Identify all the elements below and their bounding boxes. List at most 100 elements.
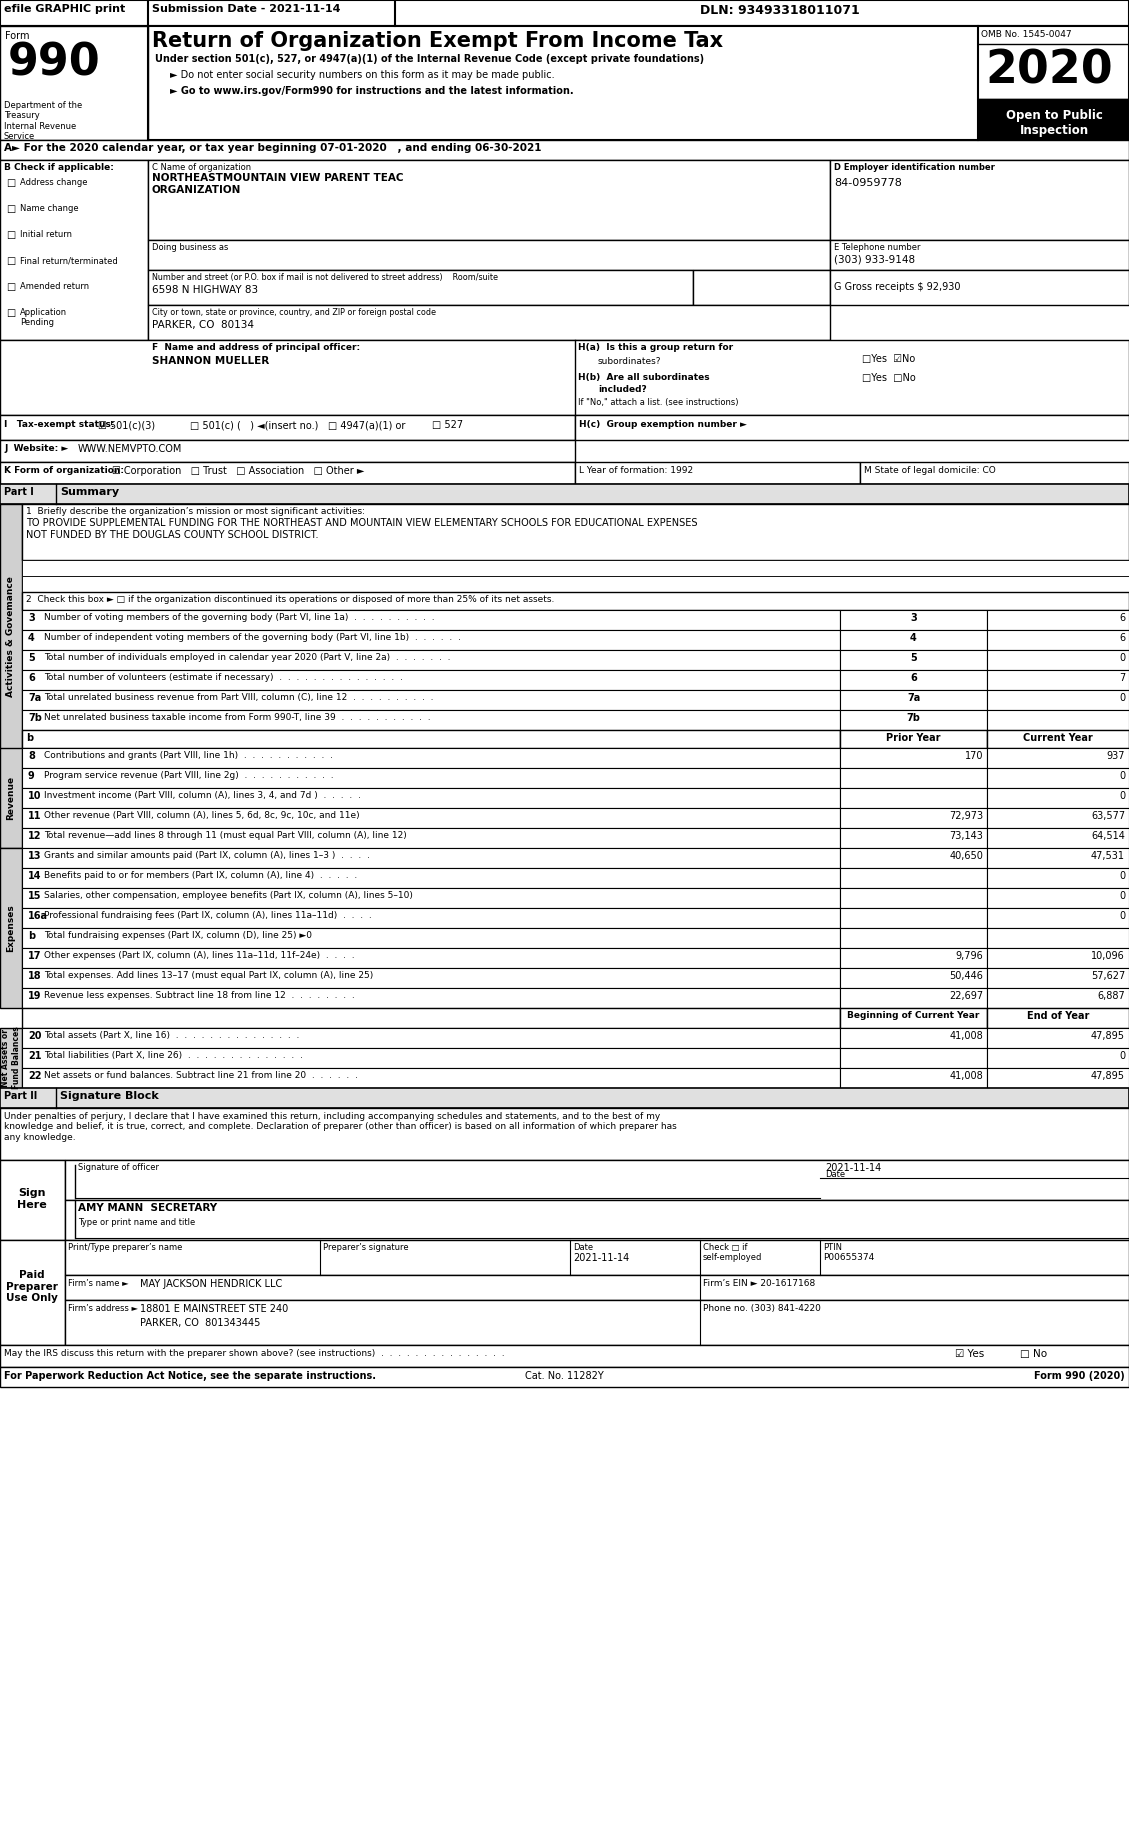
Bar — [987, 848, 1129, 868]
Text: 3: 3 — [28, 614, 35, 623]
Text: 2  Check this box ► □ if the organization discontinued its operations or dispose: 2 Check this box ► □ if the organization… — [26, 596, 554, 605]
Bar — [840, 828, 987, 848]
Bar — [840, 767, 987, 787]
Text: Doing business as: Doing business as — [152, 243, 228, 252]
Bar — [575, 415, 1129, 440]
Bar — [693, 270, 830, 305]
Bar — [978, 99, 1129, 141]
Text: Date: Date — [825, 1169, 846, 1178]
Text: City or town, state or province, country, and ZIP or foreign postal code: City or town, state or province, country… — [152, 309, 436, 318]
Text: 50,446: 50,446 — [949, 970, 983, 981]
Bar — [148, 270, 693, 305]
Bar — [987, 1009, 1129, 1029]
Bar — [987, 630, 1129, 650]
Bar — [0, 1345, 1129, 1367]
Bar — [840, 888, 987, 908]
Bar — [21, 948, 840, 968]
Bar — [987, 610, 1129, 630]
Text: 0: 0 — [1119, 892, 1124, 901]
Text: 18: 18 — [28, 970, 42, 981]
Bar — [0, 1029, 21, 1089]
Bar — [21, 650, 840, 671]
Text: I   Tax-exempt status:: I Tax-exempt status: — [5, 420, 114, 429]
Bar — [840, 731, 987, 747]
Text: Date: Date — [574, 1242, 593, 1251]
Text: 47,895: 47,895 — [1091, 1071, 1124, 1082]
Bar — [987, 747, 1129, 767]
Text: 6598 N HIGHWAY 83: 6598 N HIGHWAY 83 — [152, 285, 259, 294]
Text: ☑ Corporation   □ Trust   □ Association   □ Other ►: ☑ Corporation □ Trust □ Association □ Ot… — [112, 466, 365, 477]
Text: 10: 10 — [28, 791, 42, 800]
Text: 5: 5 — [910, 652, 917, 663]
Text: Return of Organization Exempt From Income Tax: Return of Organization Exempt From Incom… — [152, 31, 724, 51]
Bar — [840, 1069, 987, 1089]
Text: WWW.NEMVPTO.COM: WWW.NEMVPTO.COM — [78, 444, 183, 453]
Bar — [21, 731, 840, 747]
Bar — [987, 808, 1129, 828]
Text: 41,008: 41,008 — [949, 1071, 983, 1082]
Text: 14: 14 — [28, 871, 42, 881]
Text: 47,895: 47,895 — [1091, 1030, 1124, 1041]
Text: 12: 12 — [28, 831, 42, 840]
Bar — [840, 630, 987, 650]
Text: Activities & Govemance: Activities & Govemance — [7, 577, 16, 698]
Bar — [0, 26, 148, 141]
Text: Firm’s address ►: Firm’s address ► — [68, 1304, 138, 1314]
Text: H(c)  Group exemption number ►: H(c) Group exemption number ► — [579, 420, 747, 429]
Bar — [840, 650, 987, 671]
Text: May the IRS discuss this return with the preparer shown above? (see instructions: May the IRS discuss this return with the… — [5, 1348, 505, 1357]
Bar — [840, 988, 987, 1009]
Text: Firm’s EIN ► 20-1617168: Firm’s EIN ► 20-1617168 — [703, 1279, 815, 1288]
Text: AMY MANN  SECRETARY: AMY MANN SECRETARY — [78, 1202, 217, 1213]
Text: If "No," attach a list. (see instructions): If "No," attach a list. (see instruction… — [578, 398, 738, 407]
Bar — [21, 671, 840, 691]
Bar — [987, 767, 1129, 787]
Text: Paid
Preparer
Use Only: Paid Preparer Use Only — [6, 1270, 58, 1303]
Text: 73,143: 73,143 — [949, 831, 983, 840]
Bar — [21, 928, 840, 948]
Text: K Form of organization:: K Form of organization: — [5, 466, 124, 475]
Text: 0: 0 — [1119, 871, 1124, 881]
Bar — [987, 988, 1129, 1009]
Text: Number of independent voting members of the governing body (Part VI, line 1b)  .: Number of independent voting members of … — [44, 632, 461, 641]
Bar — [840, 787, 987, 808]
Text: 7b: 7b — [907, 713, 920, 723]
Text: End of Year: End of Year — [1026, 1010, 1089, 1021]
Bar — [987, 928, 1129, 948]
Bar — [21, 828, 840, 848]
Text: 8: 8 — [28, 751, 35, 762]
Text: Total revenue—add lines 8 through 11 (must equal Part VIII, column (A), line 12): Total revenue—add lines 8 through 11 (mu… — [44, 831, 406, 840]
Text: Summary: Summary — [60, 488, 120, 497]
Text: NORTHEASTMOUNTAIN VIEW PARENT TEAC
ORGANIZATION: NORTHEASTMOUNTAIN VIEW PARENT TEAC ORGAN… — [152, 174, 403, 195]
Text: b: b — [28, 932, 35, 941]
Text: 3: 3 — [910, 614, 917, 623]
Bar — [840, 747, 987, 767]
Bar — [830, 161, 1129, 239]
Text: Address change: Address change — [20, 177, 88, 186]
Bar — [840, 868, 987, 888]
Text: ☑ Yes: ☑ Yes — [955, 1348, 984, 1359]
Bar — [987, 948, 1129, 968]
Text: Total unrelated business revenue from Part VIII, column (C), line 12  .  .  .  .: Total unrelated business revenue from Pa… — [44, 692, 434, 702]
Text: Type or print name and title: Type or print name and title — [78, 1219, 195, 1228]
Text: Total assets (Part X, line 16)  .  .  .  .  .  .  .  .  .  .  .  .  .  .  .: Total assets (Part X, line 16) . . . . .… — [44, 1030, 299, 1040]
Text: D Employer identification number: D Employer identification number — [834, 163, 995, 172]
Text: 990: 990 — [8, 42, 100, 86]
Bar — [0, 415, 575, 440]
Text: Phone no. (303) 841-4220: Phone no. (303) 841-4220 — [703, 1304, 821, 1314]
Bar — [987, 968, 1129, 988]
Text: b: b — [26, 733, 33, 744]
Text: 7: 7 — [1119, 672, 1124, 683]
Bar — [840, 711, 987, 731]
Bar — [0, 848, 21, 1009]
Bar — [840, 928, 987, 948]
Text: 16a: 16a — [28, 912, 49, 921]
Text: Investment income (Part VIII, column (A), lines 3, 4, and 7d )  .  .  .  .  .: Investment income (Part VIII, column (A)… — [44, 791, 361, 800]
Text: Net Assets or
Fund Balances: Net Assets or Fund Balances — [1, 1027, 20, 1089]
Text: Total fundraising expenses (Part IX, column (D), line 25) ►0: Total fundraising expenses (Part IX, col… — [44, 932, 312, 941]
Text: J  Website: ►: J Website: ► — [5, 444, 68, 453]
Text: Part II: Part II — [5, 1091, 37, 1102]
Text: Contributions and grants (Part VIII, line 1h)  .  .  .  .  .  .  .  .  .  .  .: Contributions and grants (Part VIII, lin… — [44, 751, 333, 760]
Text: 10,096: 10,096 — [1092, 952, 1124, 961]
Text: 2021-11-14: 2021-11-14 — [825, 1164, 882, 1173]
